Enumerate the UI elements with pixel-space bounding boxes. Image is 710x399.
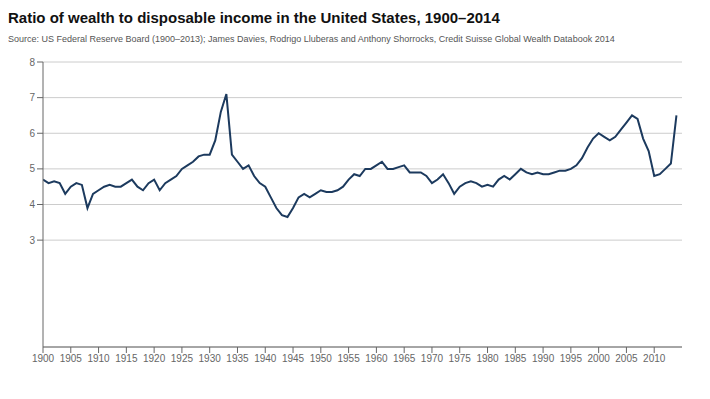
svg-text:1950: 1950 bbox=[310, 353, 333, 364]
svg-text:2005: 2005 bbox=[615, 353, 638, 364]
svg-text:1975: 1975 bbox=[449, 353, 472, 364]
html-text:Source: US Federal Reserve Boa: Source: US Federal Reserve Board (1900–2… bbox=[8, 34, 615, 44]
svg-text:4: 4 bbox=[29, 199, 35, 210]
svg-text:1915: 1915 bbox=[115, 353, 138, 364]
svg-text:6: 6 bbox=[29, 128, 35, 139]
svg-text:1910: 1910 bbox=[87, 353, 110, 364]
svg-text:1965: 1965 bbox=[393, 353, 416, 364]
svg-text:1930: 1930 bbox=[199, 353, 222, 364]
svg-text:3: 3 bbox=[29, 235, 35, 246]
svg-text:1970: 1970 bbox=[421, 353, 444, 364]
svg-text:1990: 1990 bbox=[532, 353, 555, 364]
svg-text:1980: 1980 bbox=[476, 353, 499, 364]
svg-text:1945: 1945 bbox=[282, 353, 305, 364]
svg-text:2010: 2010 bbox=[643, 353, 666, 364]
svg-text:1900: 1900 bbox=[32, 353, 55, 364]
svg-text:1955: 1955 bbox=[337, 353, 360, 364]
svg-text:7: 7 bbox=[29, 92, 35, 103]
svg-text:1905: 1905 bbox=[60, 353, 83, 364]
svg-text:1995: 1995 bbox=[560, 353, 583, 364]
html-text:Ratio of wealth to disposable: Ratio of wealth to disposable income in … bbox=[8, 9, 500, 26]
svg-text:1925: 1925 bbox=[171, 353, 194, 364]
svg-text:1940: 1940 bbox=[254, 353, 277, 364]
svg-text:5: 5 bbox=[29, 163, 35, 174]
svg-text:1960: 1960 bbox=[365, 353, 388, 364]
svg-text:1935: 1935 bbox=[226, 353, 249, 364]
svg-text:1985: 1985 bbox=[504, 353, 527, 364]
svg-text:8: 8 bbox=[29, 57, 35, 68]
svg-text:1920: 1920 bbox=[143, 353, 166, 364]
svg-text:2000: 2000 bbox=[588, 353, 611, 364]
